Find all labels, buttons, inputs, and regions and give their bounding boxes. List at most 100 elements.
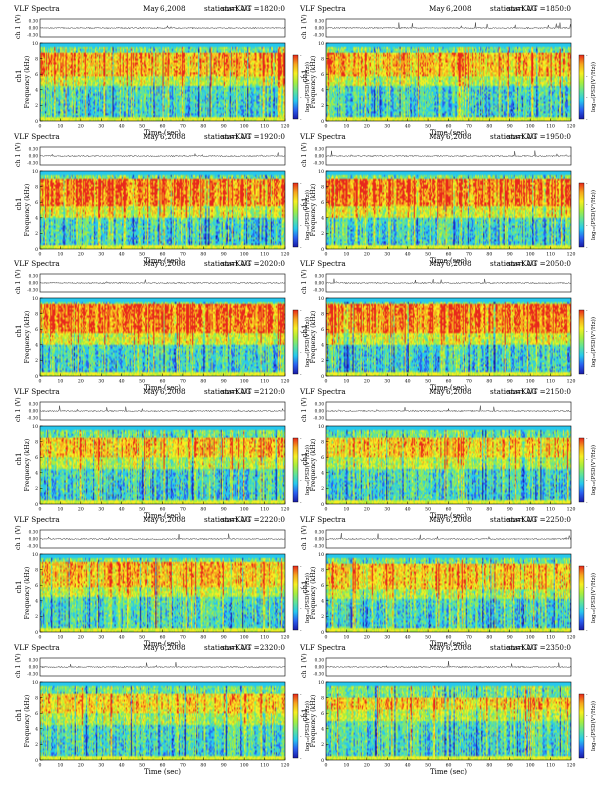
colorbar-tick-label: - (586, 479, 588, 484)
channel-name-label: ch1 (301, 70, 309, 83)
panel-station: station=KAG (204, 259, 251, 268)
x-tick-label: 100 (526, 379, 535, 385)
x-tick-label: 90 (221, 507, 227, 513)
channel-tick-label: -0.30 (313, 416, 324, 421)
x-tick-label: 60 (446, 635, 452, 641)
colorbar-tick-label: - (300, 330, 302, 335)
channel-tick-label: 0.00 (29, 154, 39, 159)
channel-axis-label: ch 1 (V) (301, 269, 308, 294)
x-tick-label: 0 (325, 763, 328, 769)
y-tick-label: 10 (318, 169, 324, 175)
panel-year: ,2008 (165, 643, 186, 652)
x-tick-label: 10 (343, 379, 349, 385)
y-tick-label: 10 (32, 680, 38, 686)
colorbar-tick-label: - (300, 629, 302, 634)
channel-axis-label: ch 1 (V) (301, 525, 308, 550)
channel-tick-label: -0.30 (313, 288, 324, 293)
channel-name-label: ch1 (301, 198, 309, 211)
channel-name-label: ch1 (15, 581, 23, 594)
frequency-axis-label: Frequency (kHz) (24, 311, 31, 364)
x-tick-label: 50 (139, 252, 145, 258)
x-tick-label: 20 (364, 507, 370, 513)
y-tick-label: 4 (35, 216, 38, 222)
panel-day: 6 (160, 515, 165, 524)
x-tick-label: 10 (57, 124, 63, 130)
x-tick-label: 80 (200, 635, 206, 641)
colorbar-tick-label: - (586, 714, 588, 719)
panel-month: May (429, 259, 446, 268)
spectrogram-image (40, 43, 285, 121)
spectrogram-image (326, 426, 571, 504)
colorbar-label: log₁₀(PSD(V²/Hz)) (304, 190, 311, 240)
panel-year: ,2008 (165, 515, 186, 524)
x-tick-label: 10 (57, 252, 63, 258)
y-tick-label: 8 (321, 56, 324, 62)
time-axis-label: Time (sec) (430, 640, 467, 648)
x-tick-label: 110 (260, 379, 269, 385)
x-tick-label: 110 (260, 635, 269, 641)
panel-start-ut: start UT =2050:0 (507, 259, 571, 268)
channel-trace (325, 405, 572, 413)
x-tick-label: 30 (98, 379, 104, 385)
x-tick-label: 100 (240, 507, 249, 513)
channel-trace (325, 22, 572, 30)
x-tick-label: 20 (78, 124, 84, 130)
x-tick-label: 70 (180, 763, 186, 769)
colorbar-label: log₁₀(PSD(V²/Hz)) (590, 573, 597, 623)
x-tick-label: 120 (567, 124, 576, 130)
y-tick-label: 6 (321, 200, 324, 206)
x-tick-label: 100 (240, 379, 249, 385)
y-tick-label: 2 (35, 358, 38, 364)
frequency-axis-label: Frequency (kHz) (310, 311, 317, 364)
channel-trace (325, 150, 572, 158)
panel-year: ,2008 (451, 643, 472, 652)
time-axis-label: Time (sec) (144, 640, 181, 648)
colorbar-tick-label: - (586, 182, 588, 187)
frequency-axis-label: Frequency (kHz) (310, 567, 317, 620)
y-tick-label: 10 (32, 552, 38, 558)
x-tick-label: 50 (139, 507, 145, 513)
x-tick-label: 80 (486, 507, 492, 513)
x-tick-label: 50 (425, 124, 431, 130)
x-tick-label: 30 (98, 124, 104, 130)
panel-title: VLF Spectra (299, 515, 346, 524)
x-tick-label: 60 (446, 379, 452, 385)
channel-tick-label: 0.30 (315, 274, 325, 279)
y-tick-label: 10 (318, 680, 324, 686)
colorbar-tick-label: - (300, 96, 302, 101)
y-tick-label: 8 (35, 184, 38, 190)
panel-station: station=KAG (490, 259, 537, 268)
x-tick-label: 110 (546, 507, 555, 513)
panel-station: station=KAG (490, 643, 537, 652)
x-tick-label: 0 (325, 379, 328, 385)
panel-title: VLF Spectra (13, 515, 60, 524)
y-tick-label: 4 (321, 216, 324, 222)
x-tick-label: 20 (364, 379, 370, 385)
x-tick-label: 70 (180, 635, 186, 641)
panel-year: ,2008 (165, 4, 186, 13)
channel-tick-label: 0.00 (315, 26, 325, 31)
panel-title: VLF Spectra (13, 643, 60, 652)
channel-trace (39, 25, 286, 30)
colorbar-tick-label: - (586, 501, 588, 506)
colorbar-tick-label: - (300, 246, 302, 251)
spectrogram-image (326, 43, 571, 121)
panel-year: ,2008 (165, 387, 186, 396)
x-tick-label: 110 (260, 124, 269, 130)
x-tick-label: 100 (526, 763, 535, 769)
x-tick-label: 20 (364, 635, 370, 641)
y-tick-label: 2 (321, 614, 324, 620)
y-tick-label: 10 (318, 424, 324, 430)
channel-axis-label: ch 1 (V) (301, 397, 308, 422)
channel-tick-label: 0.30 (29, 402, 39, 407)
x-tick-label: 110 (260, 507, 269, 513)
x-tick-label: 80 (486, 252, 492, 258)
x-tick-label: 120 (567, 507, 576, 513)
channel-tick-label: 0.00 (29, 281, 39, 286)
y-tick-label: 2 (321, 231, 324, 237)
colorbar-tick-label: - (586, 373, 588, 378)
panel-title: VLF Spectra (299, 387, 346, 396)
